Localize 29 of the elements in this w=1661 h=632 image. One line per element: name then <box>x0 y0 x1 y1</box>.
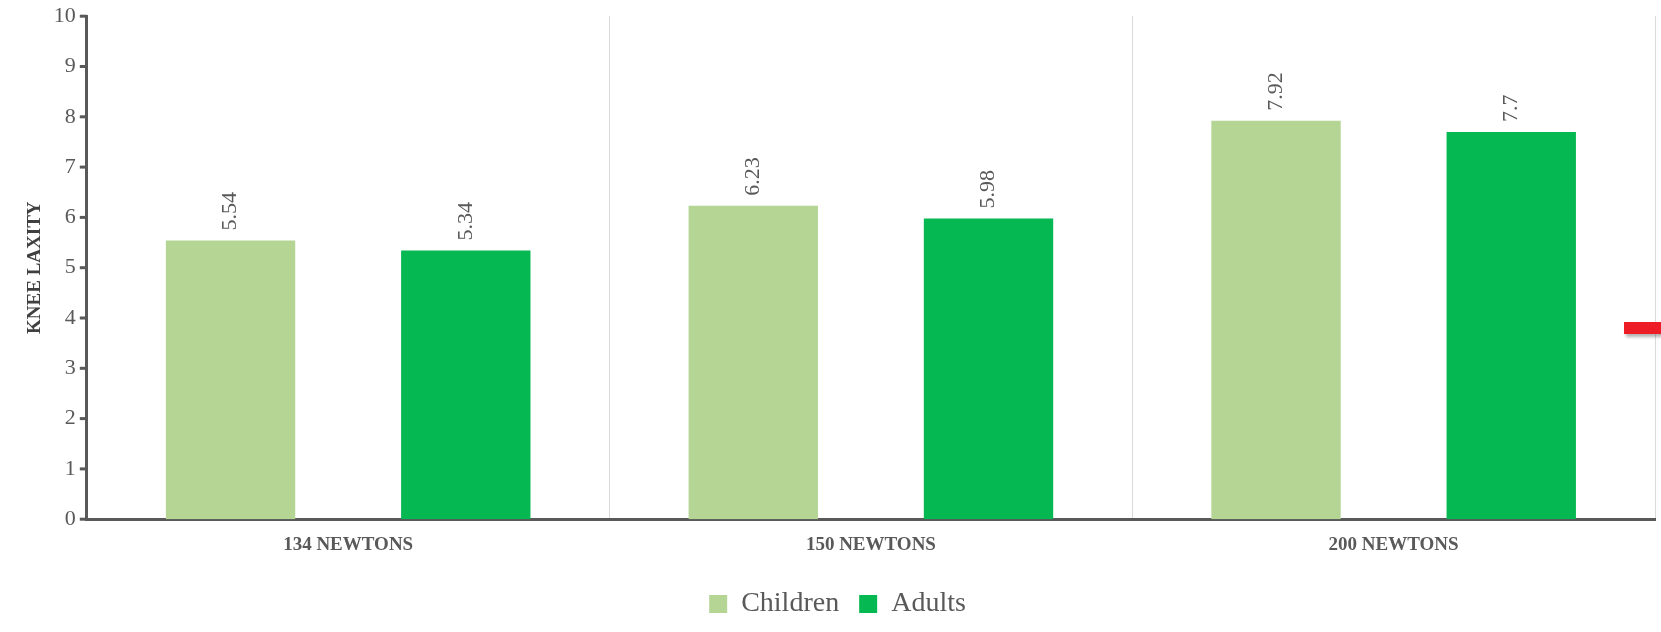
bar <box>688 205 818 520</box>
y-axis-title: KNEE LAXITY <box>23 201 45 334</box>
bar <box>923 218 1054 520</box>
bar <box>401 250 531 520</box>
y-tick-label: 1 <box>64 454 76 480</box>
x-tick-label: 200 NEWTONS <box>1328 532 1459 554</box>
bar <box>165 240 296 520</box>
y-tick-label: 6 <box>64 203 76 229</box>
x-tick-label: 134 NEWTONS <box>283 532 414 554</box>
x-tick-label: 150 NEWTONS <box>805 532 936 554</box>
data-label: 6.23 <box>739 157 765 196</box>
data-label: 7.7 <box>1497 94 1523 122</box>
y-tick-label: 5 <box>64 253 76 279</box>
y-tick-label: 8 <box>64 102 76 128</box>
y-tick-label: 4 <box>64 303 76 329</box>
y-tick-label: 0 <box>64 504 76 530</box>
legend-label: Adults <box>891 586 966 618</box>
data-label: 5.34 <box>451 202 477 241</box>
y-tick-label: 3 <box>64 354 76 380</box>
bar <box>1211 120 1341 520</box>
y-tick-label: 2 <box>64 404 76 430</box>
bar <box>1446 131 1576 520</box>
y-tick-label: 10 <box>53 1 76 27</box>
y-tick-label: 7 <box>64 152 76 178</box>
data-label: 5.98 <box>974 169 1000 209</box>
legend-label: Children <box>741 586 840 618</box>
data-label: 7.92 <box>1261 72 1287 111</box>
y-tick-label: 9 <box>64 52 76 78</box>
data-label: 5.54 <box>216 192 242 231</box>
